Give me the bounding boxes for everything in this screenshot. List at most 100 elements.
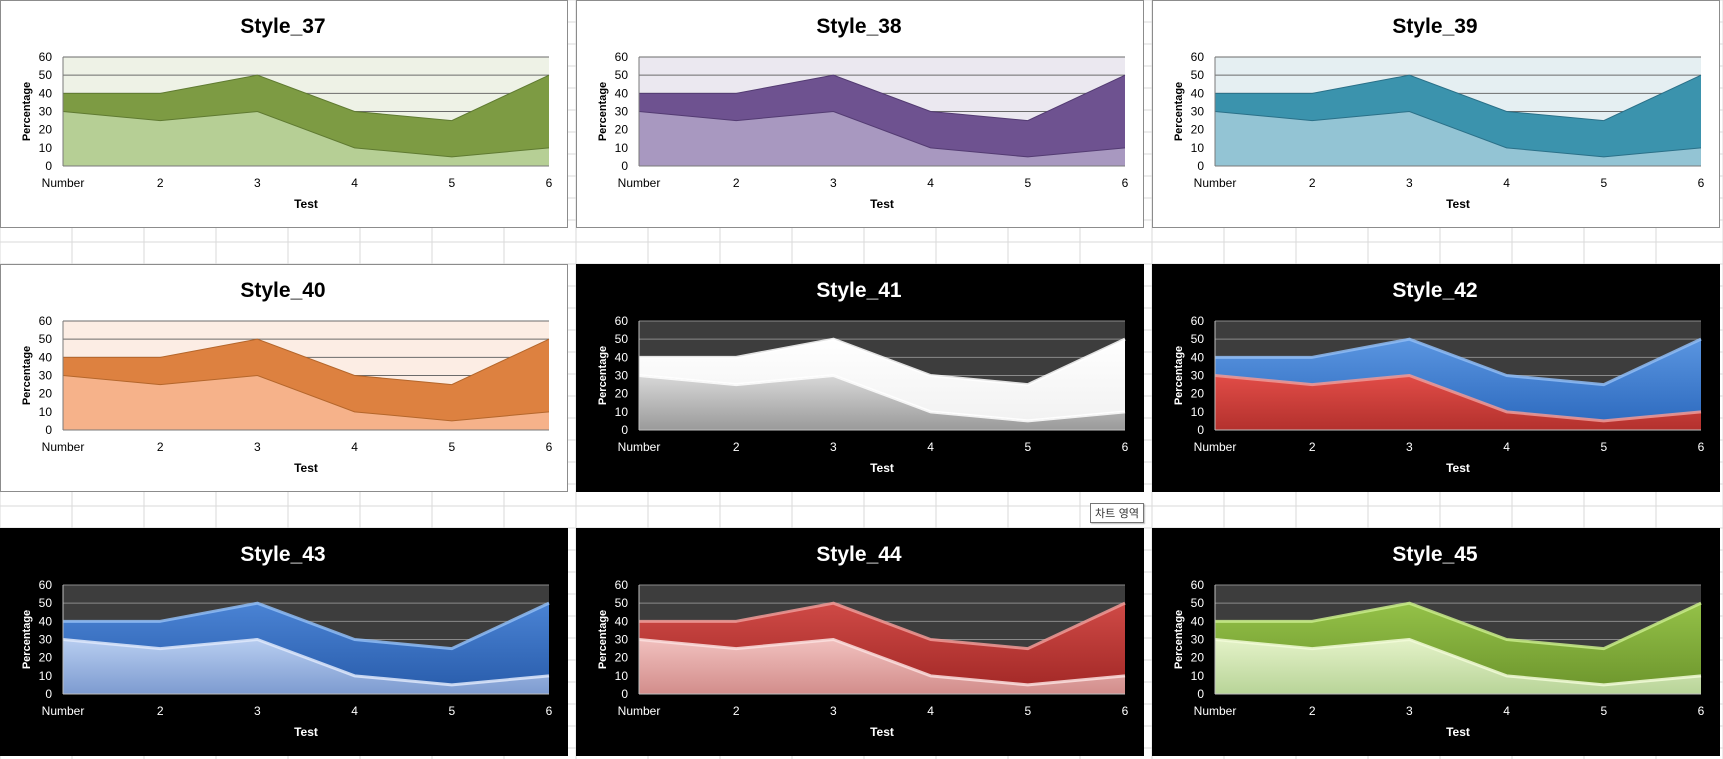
series-1-edge — [638, 638, 1126, 687]
x-tick-label: 5 — [1600, 704, 1607, 718]
chart-style-43[interactable]: 0 10 20 30 40 50 60 Number 2 3 4 5 6 Style_43 Test Perc… — [0, 528, 568, 756]
chart-canvas: 0 10 20 30 40 50 60 Number 2 3 4 5 6 Style_39 Test Perc… — [1173, 15, 1705, 211]
x-tick-label: Number — [42, 176, 85, 190]
y-tick-label: 20 — [1191, 387, 1205, 401]
y-tick-label: 0 — [621, 687, 628, 701]
series-1-edge — [62, 110, 550, 158]
x-tick-label: 6 — [1122, 176, 1129, 190]
chart-title: Style_43 — [240, 543, 325, 566]
y-tick-label: 0 — [45, 423, 52, 437]
x-tick-label: Number — [42, 704, 85, 718]
area-series-1[interactable] — [639, 375, 1125, 431]
x-tick-label: 5 — [448, 176, 455, 190]
y-tick-label: 40 — [1191, 86, 1205, 100]
chart-style-45[interactable]: 0 10 20 30 40 50 60 Number 2 3 4 5 6 Style_45 Test Perc… — [1152, 528, 1720, 756]
x-tick-label: 3 — [1406, 704, 1413, 718]
series-1-edge — [1214, 110, 1702, 158]
y-tick-label: 0 — [45, 159, 52, 173]
y-tick-label: 10 — [1191, 669, 1205, 683]
area-series-2[interactable] — [639, 75, 1125, 157]
series-2-edge — [1215, 337, 1702, 387]
y-tick-label: 10 — [39, 669, 53, 683]
y-tick-label: 10 — [1191, 141, 1205, 155]
y-tick-label: 10 — [615, 669, 629, 683]
chart-style-42[interactable]: 0 10 20 30 40 50 60 Number 2 3 4 5 6 Style_42 Test Perc… — [1152, 264, 1720, 492]
area-series-1[interactable] — [639, 639, 1125, 695]
area-series-1[interactable] — [1215, 375, 1701, 431]
area-series-1[interactable] — [63, 639, 549, 695]
chart-canvas: 0 10 20 30 40 50 60 Number 2 3 4 5 6 Style_41 Test Perc… — [597, 279, 1129, 475]
area-series-2[interactable] — [1215, 603, 1701, 685]
series-2-edge — [63, 601, 550, 651]
x-tick-label: 3 — [254, 440, 261, 454]
series-1-edge — [1214, 638, 1702, 687]
x-tick-label: 6 — [546, 176, 553, 190]
area-series-1[interactable] — [639, 111, 1125, 167]
x-tick-label: 2 — [157, 176, 164, 190]
y-tick-label: 0 — [45, 687, 52, 701]
x-tick-label: 2 — [1309, 704, 1316, 718]
series-2-edge — [1215, 601, 1702, 651]
y-tick-label: 10 — [615, 141, 629, 155]
area-series-2[interactable] — [63, 603, 549, 685]
area-series-1[interactable] — [63, 111, 549, 167]
x-tick-label: 5 — [1600, 176, 1607, 190]
chart-style-39[interactable]: 0 10 20 30 40 50 60 Number 2 3 4 5 6 Style_39 Test Perc… — [1152, 0, 1720, 228]
y-tick-label: 50 — [615, 68, 629, 82]
x-tick-label: 3 — [254, 176, 261, 190]
area-series-2[interactable] — [639, 603, 1125, 685]
x-axis-label: Test — [1446, 197, 1470, 211]
y-tick-label: 60 — [1191, 578, 1205, 592]
y-tick-label: 40 — [39, 614, 53, 628]
x-tick-label: 6 — [1122, 704, 1129, 718]
chart-style-44[interactable]: 0 10 20 30 40 50 60 Number 2 3 4 5 6 Style_44 Test Perc… — [576, 528, 1144, 756]
area-series-1[interactable] — [63, 375, 549, 431]
y-axis-label: Percentage — [1173, 82, 1185, 141]
x-axis-label: Test — [870, 461, 894, 475]
chart-style-41[interactable]: 0 10 20 30 40 50 60 Number 2 3 4 5 6 Style_41 Test Perc… — [576, 264, 1144, 492]
x-tick-label: 4 — [351, 704, 358, 718]
x-tick-label: 3 — [1406, 440, 1413, 454]
x-tick-label: 2 — [1309, 440, 1316, 454]
x-tick-label: 5 — [1024, 440, 1031, 454]
x-tick-label: 2 — [733, 440, 740, 454]
x-tick-label: 3 — [830, 704, 837, 718]
y-tick-label: 10 — [1191, 405, 1205, 419]
y-tick-label: 20 — [39, 387, 53, 401]
x-tick-label: 5 — [1024, 704, 1031, 718]
chart-style-37[interactable]: 0 10 20 30 40 50 60 Number 2 3 4 5 6 Style_37 Test Perc… — [0, 0, 568, 228]
x-tick-label: Number — [618, 440, 661, 454]
area-series-1[interactable] — [1215, 111, 1701, 167]
x-tick-label: 6 — [1698, 440, 1705, 454]
y-tick-label: 50 — [39, 68, 53, 82]
y-axis-label: Percentage — [21, 82, 33, 141]
y-tick-label: 10 — [39, 405, 53, 419]
y-axis-label: Percentage — [597, 610, 609, 669]
y-axis-label: Percentage — [597, 82, 609, 141]
y-tick-label: 40 — [1191, 350, 1205, 364]
y-tick-label: 30 — [615, 105, 629, 119]
area-series-2[interactable] — [63, 75, 549, 157]
area-series-1[interactable] — [1215, 639, 1701, 695]
y-tick-label: 50 — [1191, 332, 1205, 346]
y-tick-label: 0 — [1197, 159, 1204, 173]
chart-style-40[interactable]: 0 10 20 30 40 50 60 Number 2 3 4 5 6 Style_40 Test Perc… — [0, 264, 568, 492]
y-tick-label: 60 — [1191, 50, 1205, 64]
x-tick-label: 2 — [733, 176, 740, 190]
y-tick-label: 20 — [615, 651, 629, 665]
area-series-2[interactable] — [639, 339, 1125, 421]
y-tick-label: 30 — [39, 633, 53, 647]
y-tick-label: 30 — [615, 633, 629, 647]
y-axis-label: Percentage — [21, 346, 33, 405]
y-tick-label: 60 — [39, 578, 53, 592]
area-series-2[interactable] — [63, 339, 549, 421]
area-series-2[interactable] — [1215, 75, 1701, 157]
x-axis-label: Test — [870, 197, 894, 211]
area-series-2[interactable] — [1215, 339, 1701, 421]
chart-title: Style_38 — [816, 15, 902, 38]
chart-title: Style_44 — [816, 543, 902, 566]
chart-canvas: 0 10 20 30 40 50 60 Number 2 3 4 5 6 Style_43 Test Perc… — [21, 543, 553, 739]
chart-style-38[interactable]: 0 10 20 30 40 50 60 Number 2 3 4 5 6 Style_38 Test Perc… — [576, 0, 1144, 228]
x-axis-label: Test — [1446, 461, 1470, 475]
y-tick-label: 30 — [39, 105, 53, 119]
